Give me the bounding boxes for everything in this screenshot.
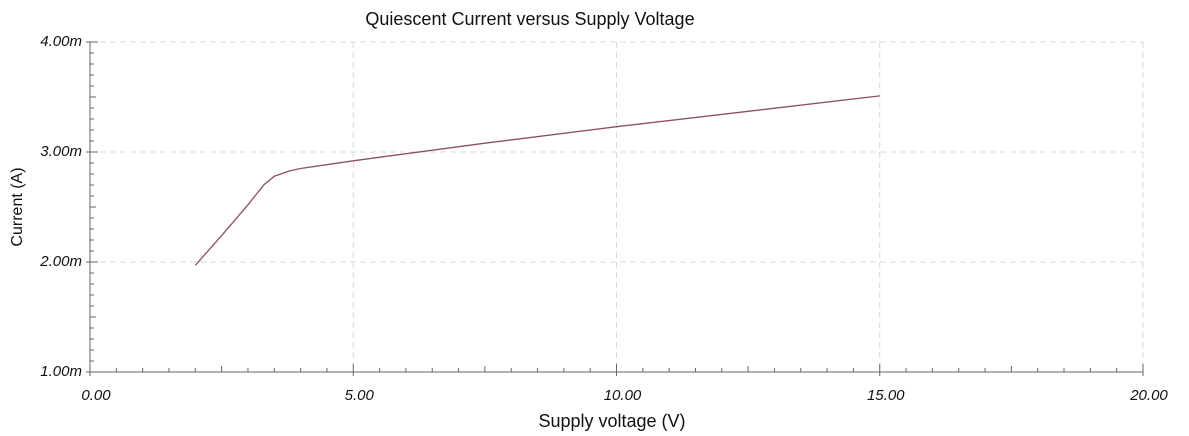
x-tick-label: 15.00	[867, 387, 905, 404]
y-tick-label: 1.00m	[40, 363, 82, 380]
x-tick-label: 10.00	[604, 387, 642, 404]
x-tick-label: 0.00	[81, 387, 111, 404]
y-tick-label: 2.00m	[39, 253, 82, 270]
y-tick-label: 4.00m	[40, 33, 82, 50]
x-axis-label: Supply voltage (V)	[538, 411, 685, 431]
data-line	[194, 95, 880, 266]
chart-title: Quiescent Current versus Supply Voltage	[365, 9, 694, 29]
x-tick-label: 5.00	[345, 387, 375, 404]
y-tick-label: 3.00m	[40, 143, 82, 160]
y-axis-label: Current (A)	[9, 167, 26, 246]
x-tick-label: 20.00	[1129, 387, 1168, 404]
